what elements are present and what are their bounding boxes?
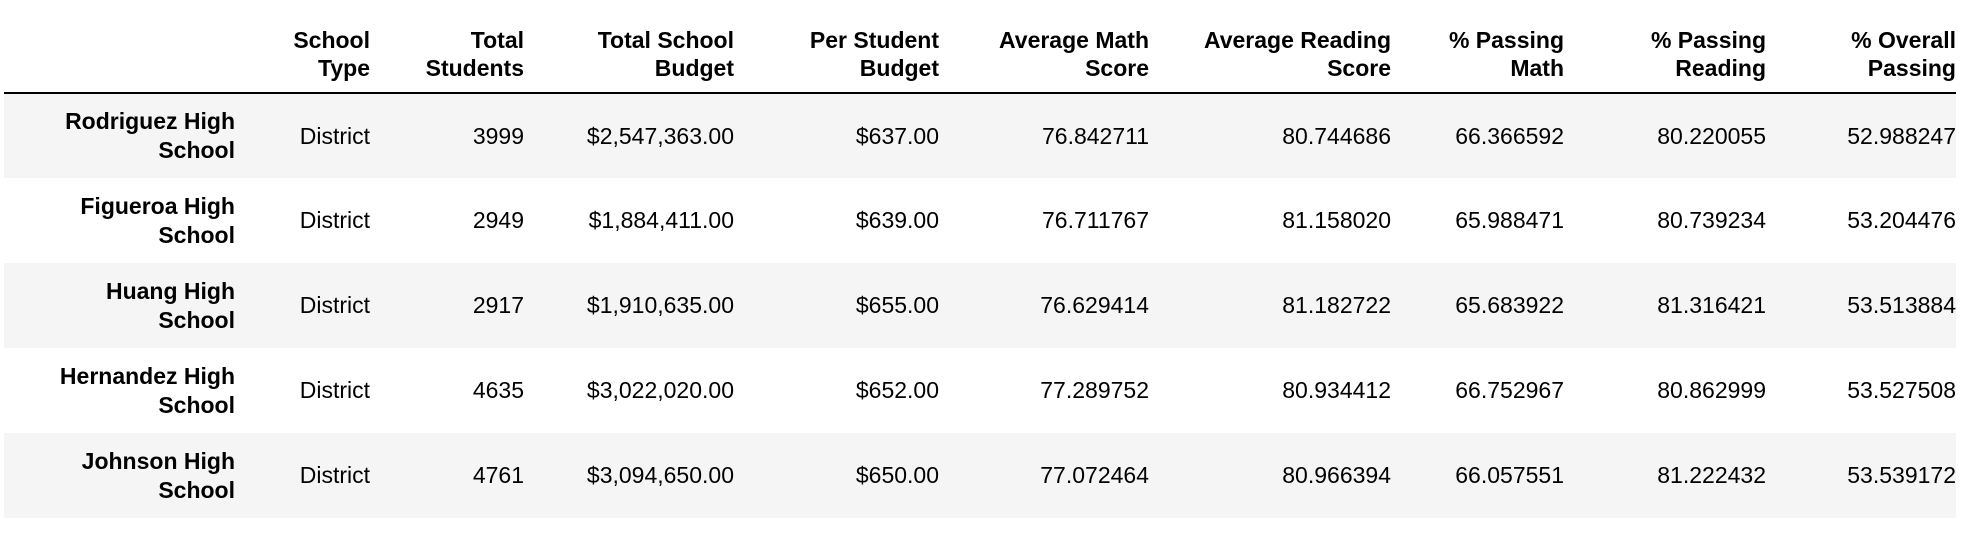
table-row: Figueroa High School District 2949 $1,88… — [4, 178, 1956, 263]
cell-avg-reading: 80.934412 — [1282, 377, 1391, 403]
cell-school-type: District — [299, 122, 370, 149]
cell-school-type: District — [299, 292, 370, 318]
cell-total-students: 2949 — [472, 207, 524, 233]
column-header-total-students: Total Students — [370, 26, 524, 94]
cell-avg-reading: 80.966394 — [1282, 462, 1391, 488]
cell-total-budget: $1,884,411.00 — [588, 207, 734, 233]
column-header-avg-reading: Average Reading Score — [1149, 26, 1391, 94]
cell-pct-overall-passing: 52.988247 — [1847, 122, 1956, 149]
cell-total-students: 4635 — [472, 377, 524, 403]
cell-avg-reading: 81.182722 — [1282, 292, 1391, 318]
header-row: School Type Total Students Total School … — [4, 26, 1956, 94]
cell-school-type: District — [299, 207, 370, 233]
cell-pct-passing-math: 65.683922 — [1455, 292, 1564, 318]
column-header-pct-passing-math: % Passing Math — [1391, 26, 1564, 94]
cell-total-budget: $3,022,020.00 — [586, 377, 734, 403]
cell-total-budget: $1,910,635.00 — [586, 292, 734, 318]
cell-pct-overall-passing: 53.513884 — [1847, 292, 1956, 318]
cell-pct-passing-math: 66.366592 — [1455, 122, 1564, 149]
column-header-total-budget: Total School Budget — [524, 26, 734, 94]
cell-per-student-budget: $650.00 — [855, 462, 939, 488]
cell-per-student-budget: $637.00 — [855, 122, 939, 149]
cell-avg-math: 76.842711 — [1041, 122, 1149, 149]
cell-pct-passing-math: 65.988471 — [1455, 207, 1564, 233]
cell-pct-overall-passing: 53.527508 — [1847, 377, 1956, 403]
cell-avg-math: 76.711767 — [1041, 207, 1149, 233]
cell-avg-reading: 80.744686 — [1282, 122, 1391, 149]
cell-total-students: 2917 — [472, 292, 524, 318]
cell-pct-passing-reading: 80.220055 — [1657, 122, 1766, 149]
row-index-school-name: Hernandez High School — [59, 362, 235, 418]
school-summary-table: School Type Total Students Total School … — [4, 26, 1956, 518]
cell-school-type: District — [299, 377, 370, 403]
cell-total-students: 3999 — [472, 122, 524, 149]
cell-avg-math: 76.629414 — [1040, 292, 1149, 318]
cell-avg-math: 77.289752 — [1040, 377, 1149, 403]
cell-school-type: District — [299, 462, 370, 488]
table-row: Johnson High School District 4761 $3,094… — [4, 433, 1956, 518]
table-header: School Type Total Students Total School … — [4, 26, 1956, 94]
cell-per-student-budget: $655.00 — [855, 292, 939, 318]
cell-pct-overall-passing: 53.539172 — [1847, 462, 1956, 488]
dataframe-output: School Type Total Students Total School … — [4, 26, 1956, 518]
column-header-pct-overall-passing: % Overall Passing — [1766, 26, 1956, 94]
column-header-school-type: School Type — [235, 26, 370, 94]
table-body: Rodriguez High School District 3999 $2,5… — [4, 93, 1956, 518]
cell-pct-passing-reading: 81.316421 — [1657, 292, 1766, 318]
cell-per-student-budget: $639.00 — [855, 207, 939, 233]
row-index-school-name: Rodriguez High School — [65, 108, 235, 163]
cell-avg-reading: 81.158020 — [1282, 207, 1391, 233]
cell-pct-passing-math: 66.752967 — [1455, 377, 1564, 403]
cell-pct-passing-reading: 81.222432 — [1657, 462, 1766, 488]
column-header-pct-passing-reading: % Passing Reading — [1564, 26, 1766, 94]
column-header-per-student-budget: Per Student Budget — [734, 26, 939, 94]
table-row: Rodriguez High School District 3999 $2,5… — [4, 93, 1956, 178]
table-row: Hernandez High School District 4635 $3,0… — [4, 348, 1956, 433]
cell-total-students: 4761 — [472, 462, 524, 488]
table-row: Huang High School District 2917 $1,910,6… — [4, 263, 1956, 348]
cell-pct-passing-reading: 80.862999 — [1657, 377, 1766, 403]
cell-total-budget: $3,094,650.00 — [586, 462, 734, 488]
cell-total-budget: $2,547,363.00 — [586, 122, 734, 149]
cell-pct-passing-reading: 80.739234 — [1657, 207, 1766, 233]
column-header-avg-math: Average Math Score — [939, 26, 1149, 94]
cell-pct-overall-passing: 53.204476 — [1847, 207, 1956, 233]
row-index-school-name: Huang High School — [105, 277, 235, 333]
row-index-school-name: Figueroa High School — [80, 192, 235, 248]
cell-per-student-budget: $652.00 — [855, 377, 939, 403]
index-header — [4, 26, 235, 94]
row-index-school-name: Johnson High School — [81, 447, 235, 503]
cell-avg-math: 77.072464 — [1040, 462, 1149, 488]
cell-pct-passing-math: 66.057551 — [1455, 462, 1564, 488]
